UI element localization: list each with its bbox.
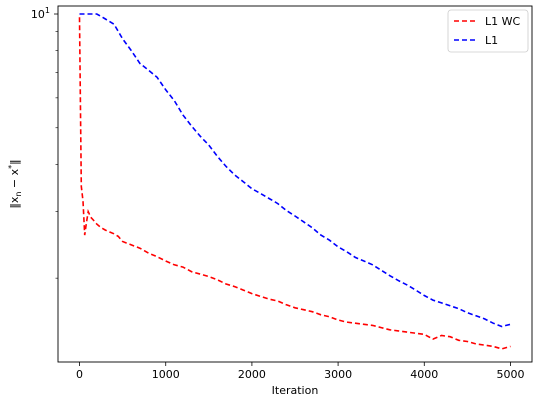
y-axis: 101 — [31, 6, 58, 279]
series-line-l1-wc — [78, 17, 511, 350]
y-axis-label-mid: − x — [8, 168, 21, 191]
legend-box — [447, 9, 529, 53]
x-axis-label: Iteration — [272, 384, 319, 397]
plot-area — [78, 13, 511, 350]
x-tick-label: 3000 — [324, 368, 352, 381]
legend-label-l1-wc: L1 WC — [485, 15, 521, 28]
y-axis-label: ‖xn − x*‖ — [7, 159, 23, 208]
legend: L1 WC L1 — [447, 9, 529, 53]
y-axis-label-end: ‖ — [8, 159, 21, 165]
x-tick-label: 1000 — [152, 368, 180, 381]
y-axis-label-main: ‖x — [8, 196, 21, 209]
series-line-l1 — [79, 13, 511, 328]
x-tick-label: 2000 — [238, 368, 266, 381]
plot-frame — [57, 5, 533, 363]
x-tick-label: 5000 — [496, 368, 524, 381]
x-tick-label: 4000 — [410, 368, 438, 381]
y-axis-label-sub: n — [14, 192, 23, 197]
legend-label-l1: L1 — [485, 34, 498, 47]
x-axis: 0 1000 2000 3000 4000 5000 — [76, 362, 524, 381]
x-tick-label: 0 — [76, 368, 83, 381]
y-tick-label: 101 — [31, 6, 50, 21]
y-axis-label-sup: * — [7, 165, 16, 169]
